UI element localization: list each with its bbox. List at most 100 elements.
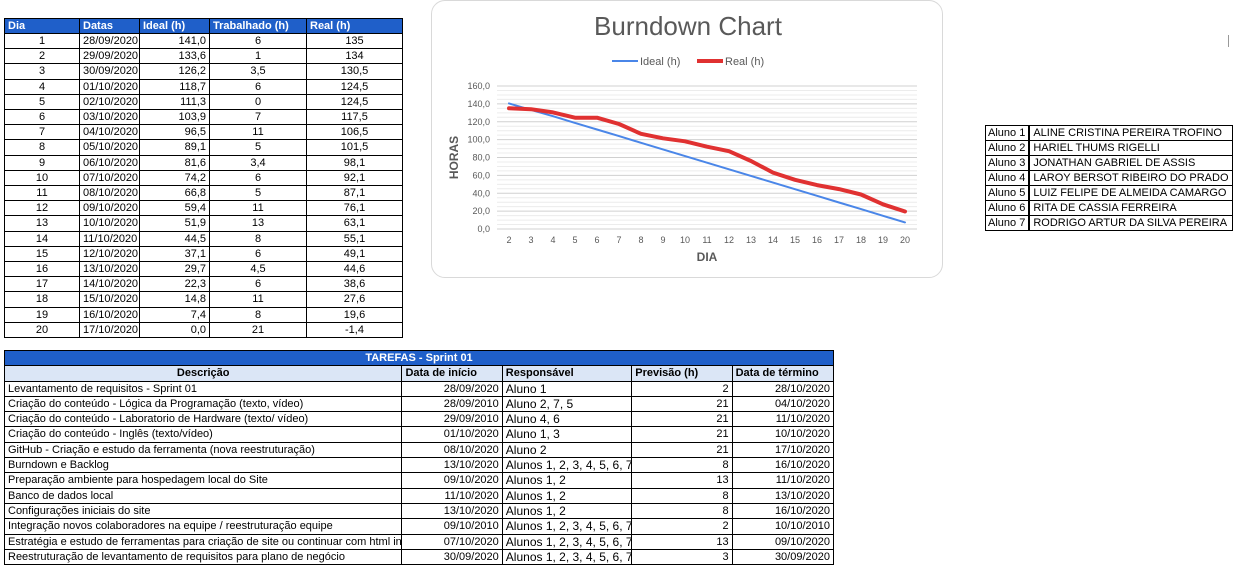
x-tick-label: 13 bbox=[746, 235, 756, 245]
burndown-cell: 124,5 bbox=[306, 93, 403, 111]
task-cell: 11/10/2020 bbox=[731, 411, 835, 428]
burndown-cell: 6 bbox=[209, 169, 307, 187]
y-tick-label: 0,0 bbox=[477, 224, 490, 234]
task-cell: Reestruturação de levantamento de requis… bbox=[3, 548, 403, 566]
burndown-cell: 09/10/2020 bbox=[79, 200, 140, 217]
task-cell: Aluno 2 bbox=[501, 441, 633, 459]
team-member-name: LUIZ FELIPE DE ALMEIDA CAMARGO bbox=[1028, 185, 1233, 201]
burndown-cell: 21 bbox=[209, 321, 307, 339]
burndown-row: 5 02/10/2020 111,3 0 124,5 bbox=[4, 93, 403, 111]
task-cell: Alunos 1, 2 bbox=[501, 472, 633, 489]
burndown-cell: -1,4 bbox=[306, 321, 403, 339]
task-row: Criação do conteúdo - Laboratorio de Har… bbox=[3, 411, 835, 428]
header-descricao: Descrição bbox=[3, 365, 403, 382]
task-cell: Criação do conteúdo - Inglês (texto/víde… bbox=[3, 426, 403, 443]
burndown-cell: 03/10/2020 bbox=[79, 109, 140, 126]
burndown-cell: 55,1 bbox=[306, 230, 403, 247]
burndown-cell: 118,7 bbox=[139, 78, 210, 95]
burndown-cell: 12/10/2020 bbox=[79, 245, 140, 263]
task-cell: 21 bbox=[631, 411, 733, 428]
x-tick-label: 11 bbox=[702, 235, 711, 245]
burndown-cell: 5 bbox=[4, 93, 80, 111]
burndown-data-table: Dia Datas Ideal (h) Trabalhado (h) Real … bbox=[4, 18, 403, 339]
task-row: Burndown e Backlog 13/10/2020 Alunos 1, 2,… bbox=[3, 457, 835, 474]
task-cell: 10/10/2010 bbox=[731, 518, 835, 535]
tasks-title: TAREFAS - Sprint 01 bbox=[4, 349, 834, 367]
burndown-cell: 29,7 bbox=[139, 261, 210, 278]
team-member-key: Aluno 4 bbox=[985, 170, 1030, 186]
burndown-cell: 141,0 bbox=[139, 32, 210, 50]
x-tick-label: 5 bbox=[572, 235, 577, 245]
task-cell: 21 bbox=[631, 426, 733, 443]
burndown-cell: 117,5 bbox=[306, 109, 403, 126]
x-tick-label: 6 bbox=[594, 235, 599, 245]
burndown-cell: 16 bbox=[4, 261, 80, 278]
burndown-cell: 66,8 bbox=[139, 185, 210, 202]
header-data-inicio: Data de início bbox=[401, 365, 503, 382]
burndown-cell: 1 bbox=[209, 48, 307, 65]
burndown-cell: 13/10/2020 bbox=[79, 261, 140, 278]
x-tick-label: 12 bbox=[724, 235, 734, 245]
task-cell: Alunos 1, 2, 3, 4, 5, 6, 7 bbox=[501, 533, 633, 550]
x-tick-label: 8 bbox=[638, 235, 643, 245]
burndown-cell: 11 bbox=[209, 124, 307, 141]
burndown-cell: 6 bbox=[209, 78, 307, 95]
burndown-header-row: Dia Datas Ideal (h) Trabalhado (h) Real … bbox=[4, 18, 403, 34]
burndown-cell: 11/10/2020 bbox=[79, 230, 140, 247]
task-cell: 01/10/2020 bbox=[401, 426, 503, 443]
task-cell: 04/10/2020 bbox=[731, 395, 835, 413]
burndown-cell: 04/10/2020 bbox=[79, 124, 140, 141]
burndown-cell: 11 bbox=[4, 185, 80, 202]
task-cell: Burndown e Backlog bbox=[3, 457, 403, 474]
burndown-cell: 17 bbox=[4, 276, 80, 293]
header-trabalhado: Trabalhado (h) bbox=[209, 18, 307, 34]
burndown-cell: 6 bbox=[209, 276, 307, 293]
burndown-cell: 101,5 bbox=[306, 139, 403, 156]
task-cell: 28/09/2020 bbox=[401, 380, 503, 397]
burndown-cell: 89,1 bbox=[139, 139, 210, 156]
burndown-cell: 30/09/2020 bbox=[79, 63, 140, 80]
task-cell: 09/10/2020 bbox=[731, 533, 835, 550]
header-data-termino: Data de término bbox=[731, 365, 835, 382]
burndown-cell: 9 bbox=[4, 154, 80, 171]
burndown-chart: Burndown Chart Ideal (h) Real (h) 0,0 20,0 40… bbox=[447, 11, 917, 264]
burndown-cell: 29/09/2020 bbox=[79, 48, 140, 65]
burndown-cell: 8 bbox=[209, 306, 307, 323]
task-cell: Aluno 1 bbox=[501, 380, 633, 397]
team-member-row: Aluno 6 RITA DE CASSIA FERREIRA bbox=[985, 200, 1233, 216]
y-axis-label: HORAS bbox=[447, 136, 461, 179]
burndown-cell: 44,5 bbox=[139, 230, 210, 247]
chart-title: Burndown Chart bbox=[594, 11, 783, 41]
task-cell: 3 bbox=[631, 548, 733, 566]
burndown-cell: 11 bbox=[209, 291, 307, 308]
team-member-key: Aluno 6 bbox=[985, 200, 1030, 216]
burndown-cell: 10 bbox=[4, 169, 80, 187]
burndown-chart-card: Burndown Chart Ideal (h) Real (h) 0,0 20,0 40… bbox=[431, 0, 943, 278]
task-cell: Criação do conteúdo - Lógica da Programa… bbox=[3, 395, 403, 413]
x-tick-label: 2 bbox=[506, 235, 511, 245]
task-cell: 13 bbox=[631, 533, 733, 550]
y-tick-label: 140,0 bbox=[467, 99, 490, 109]
burndown-cell: 49,1 bbox=[306, 245, 403, 263]
burndown-cell: 06/10/2020 bbox=[79, 154, 140, 171]
burndown-cell: 4 bbox=[4, 78, 80, 95]
burndown-row: 19 16/10/2020 7,4 8 19,6 bbox=[4, 306, 403, 323]
team-member-row: Aluno 2 HARIEL THUMS RIGELLI bbox=[985, 140, 1233, 156]
burndown-cell: 1 bbox=[4, 32, 80, 50]
task-cell: 08/10/2020 bbox=[401, 441, 503, 459]
team-member-name: HARIEL THUMS RIGELLI bbox=[1028, 140, 1233, 156]
task-cell: 2 bbox=[631, 380, 733, 397]
header-responsavel: Responsável bbox=[501, 365, 633, 382]
burndown-cell: 18 bbox=[4, 291, 80, 308]
burndown-cell: 13 bbox=[4, 215, 80, 232]
task-cell: 8 bbox=[631, 502, 733, 520]
task-cell: 21 bbox=[631, 441, 733, 459]
task-cell: Alunos 1, 2, 3, 4, 5, 6, 7 bbox=[501, 548, 633, 566]
burndown-cell: 87,1 bbox=[306, 185, 403, 202]
team-member-name: RODRIGO ARTUR DA SILVA PEREIRA bbox=[1028, 215, 1233, 231]
burndown-cell: 15 bbox=[4, 245, 80, 263]
x-tick-label: 7 bbox=[616, 235, 621, 245]
window-edge-mark bbox=[1228, 35, 1229, 47]
team-member-row: Aluno 4 LAROY BERSOT RIBEIRO DO PRADO bbox=[985, 170, 1233, 186]
burndown-cell: 6 bbox=[209, 32, 307, 50]
